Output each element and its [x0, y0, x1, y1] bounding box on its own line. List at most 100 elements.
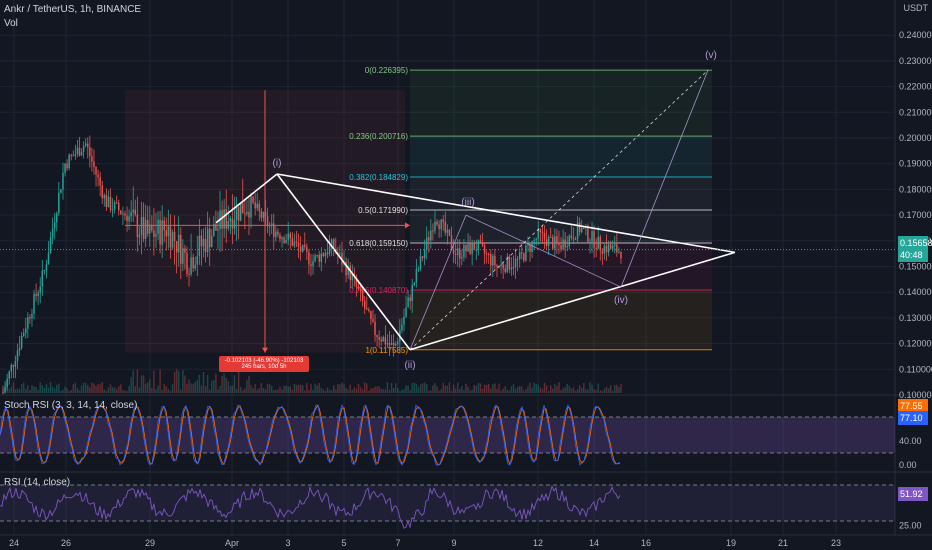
wave-label: (iv)	[614, 295, 628, 306]
candle-body	[122, 213, 124, 215]
candle-body	[140, 216, 143, 235]
rsi-label[interactable]: RSI (14, close)	[4, 477, 71, 488]
volume-bar	[109, 384, 112, 393]
volume-bar	[351, 389, 354, 393]
candle-body	[138, 234, 141, 238]
candle-body	[142, 216, 145, 239]
stoch-rsi-label[interactable]: Stoch RSI (3, 3, 14, 14, close)	[4, 400, 138, 411]
candle-body	[182, 248, 184, 264]
volume-bar	[578, 385, 581, 393]
candle-body	[562, 239, 564, 250]
candle-body	[428, 237, 430, 241]
volume-bar	[155, 389, 157, 393]
candle-body	[103, 194, 106, 199]
candle-body	[537, 228, 540, 239]
volume-bar	[454, 388, 457, 393]
volume-bar	[407, 385, 409, 393]
symbol-title[interactable]: Ankr / TetherUS, 1h, BINANCE	[4, 4, 142, 15]
target-projection-line	[409, 69, 709, 351]
volume-bar	[62, 389, 64, 393]
volume-bar	[306, 382, 308, 393]
candle-body	[535, 238, 537, 240]
volume-bar	[39, 382, 41, 393]
volume-bar	[246, 380, 248, 393]
candle-body	[363, 301, 366, 309]
candle-body	[603, 245, 606, 254]
volume-bar	[262, 388, 265, 393]
volume-bar	[335, 389, 337, 393]
volume-bar	[161, 389, 163, 393]
candle-body	[320, 253, 323, 262]
candle-body	[378, 337, 380, 340]
volume-bar	[614, 384, 616, 393]
volume-bar	[76, 387, 79, 393]
candle-body	[279, 234, 281, 240]
time-tick-label: 14	[589, 538, 599, 548]
measure-v-arrow	[262, 347, 268, 353]
candle-body	[533, 239, 535, 242]
wave-label: (v)	[705, 50, 717, 61]
candle-body	[227, 221, 230, 229]
candle-body	[99, 177, 101, 186]
candle-body	[465, 244, 467, 252]
price-axis-currency: USDT	[904, 3, 929, 13]
candle-body	[281, 237, 283, 240]
time-tick-label: 7	[395, 538, 400, 548]
volume-bar	[66, 388, 68, 393]
candle-body	[262, 211, 265, 218]
volume-bar	[49, 382, 52, 393]
volume-bar	[324, 390, 327, 393]
volume-bar	[397, 388, 399, 393]
rsi-line	[0, 485, 621, 529]
candle-body	[574, 238, 577, 240]
candle-body	[33, 293, 35, 314]
volume-bar	[146, 382, 149, 393]
candle-body	[47, 252, 50, 265]
volume-bar	[118, 386, 120, 393]
volume-bar	[310, 383, 312, 393]
volume-bar	[403, 389, 405, 393]
volume-bar	[388, 389, 391, 393]
fib-level-label: 0.236(0.200716)	[349, 132, 408, 141]
time-tick-label: 24	[9, 538, 19, 548]
volume-bar	[101, 382, 103, 393]
candle-body	[380, 339, 382, 342]
candle-body	[308, 251, 310, 265]
candle-body	[76, 147, 79, 154]
candle-body	[144, 219, 147, 239]
volume-bar	[328, 389, 331, 393]
rsi-pane	[0, 484, 895, 529]
fib-band	[410, 136, 712, 177]
candle-body	[72, 155, 75, 157]
volume-bar	[41, 385, 44, 393]
volume-bar	[516, 386, 519, 393]
volume-bar	[268, 384, 271, 393]
candle-body	[502, 264, 504, 269]
candle-body	[456, 248, 459, 255]
candle-body	[167, 226, 170, 237]
volume-bar	[258, 387, 261, 393]
candle-body	[20, 336, 23, 349]
volume-bar	[314, 383, 316, 393]
volume-bar	[275, 389, 277, 393]
volume-bar	[593, 389, 595, 393]
volume-bar	[103, 389, 106, 393]
volume-bar	[142, 375, 145, 393]
volume-bar	[597, 383, 599, 393]
volume-bar	[6, 383, 8, 393]
candle-body	[556, 236, 558, 243]
volume-bar	[316, 385, 318, 393]
volume-bar	[229, 385, 232, 393]
volume-bar	[244, 388, 246, 393]
candle-body	[260, 210, 263, 218]
candle-body	[421, 256, 424, 259]
candle-body	[95, 166, 97, 175]
candle-body	[113, 202, 116, 210]
candle-body	[231, 218, 234, 229]
candle-body	[301, 244, 304, 252]
candle-body	[605, 245, 608, 253]
volume-bar	[93, 383, 95, 393]
candle-body	[413, 282, 416, 285]
